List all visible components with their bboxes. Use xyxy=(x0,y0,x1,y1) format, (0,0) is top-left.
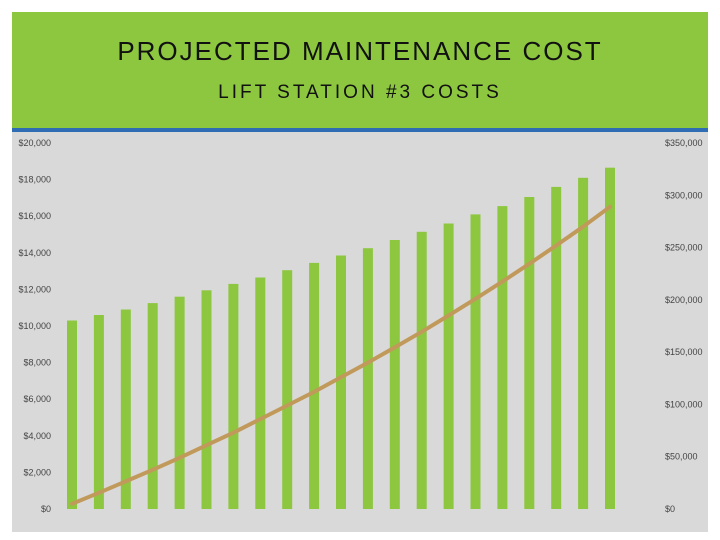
bar-21 xyxy=(605,167,615,509)
left-tick-label: $10,000 xyxy=(18,321,51,331)
bar-15 xyxy=(443,223,454,509)
bar-11 xyxy=(336,255,346,509)
bar-5 xyxy=(174,296,185,509)
left-tick-label: $18,000 xyxy=(18,175,51,185)
bar-17 xyxy=(497,206,508,509)
left-tick-label: $8,000 xyxy=(23,358,51,368)
bar-10 xyxy=(309,262,320,509)
line-layer xyxy=(70,204,612,506)
right-tick-label: $100,000 xyxy=(665,399,703,409)
bar-14 xyxy=(416,231,427,510)
title-banner xyxy=(12,12,708,128)
left-tick-label: $4,000 xyxy=(23,431,51,441)
bar-3 xyxy=(120,309,131,509)
left-tick-label: $12,000 xyxy=(18,284,51,294)
right-tick-label: $150,000 xyxy=(665,347,703,357)
left-tick-label: $14,000 xyxy=(18,248,51,258)
right-tick-label: $250,000 xyxy=(665,243,703,253)
bar-19 xyxy=(551,186,562,509)
bar-13 xyxy=(389,240,400,509)
bar-8 xyxy=(255,277,266,509)
right-tick-label: $200,000 xyxy=(665,295,703,305)
right-tick-label: $350,000 xyxy=(665,138,703,148)
title-banner-rule xyxy=(12,128,708,132)
right-tick-label: $0 xyxy=(665,504,675,514)
left-tick-label: $20,000 xyxy=(18,138,51,148)
bar-7 xyxy=(228,283,239,509)
left-tick-label: $2,000 xyxy=(23,467,51,477)
right-axis: $0 $50,000 $100,000 $150,000 $200,000 $250,00… xyxy=(665,138,703,514)
bar-12 xyxy=(362,248,373,509)
bar-18 xyxy=(524,197,535,509)
bar-1 xyxy=(67,320,77,509)
left-tick-label: $16,000 xyxy=(18,211,51,221)
right-tick-label: $50,000 xyxy=(665,452,698,462)
left-tick-label: $0 xyxy=(41,504,51,514)
bar-20 xyxy=(578,177,589,510)
bar-16 xyxy=(470,214,481,509)
page-title: PROJECTED MAINTENANCE COST xyxy=(117,36,603,66)
bar-2 xyxy=(93,315,104,509)
bars-layer xyxy=(67,167,615,510)
left-axis: $0 $2,000 $4,000 $6,000 $8,000 $10,000 $12,000… xyxy=(18,138,51,514)
left-tick-label: $6,000 xyxy=(23,394,51,404)
page-subtitle: LIFT STATION #3 COSTS xyxy=(218,82,502,103)
bar-4 xyxy=(147,303,158,509)
bar-6 xyxy=(201,290,212,509)
right-tick-label: $300,000 xyxy=(665,190,703,200)
bar-9 xyxy=(282,270,293,509)
